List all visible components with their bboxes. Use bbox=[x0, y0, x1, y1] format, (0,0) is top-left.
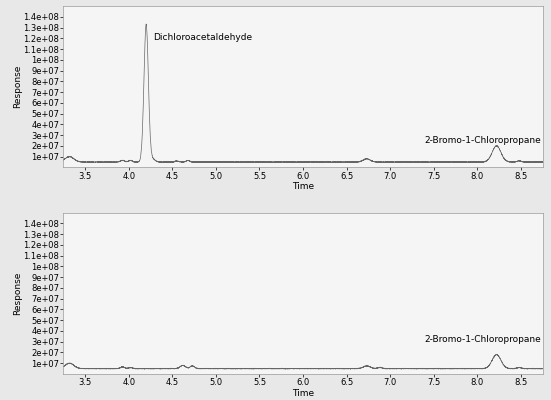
Y-axis label: Response: Response bbox=[13, 272, 22, 315]
Text: 2-Bromo-1-Chloropropane: 2-Bromo-1-Chloropropane bbox=[424, 136, 541, 145]
Text: Dichloroacetaldehyde: Dichloroacetaldehyde bbox=[153, 33, 252, 42]
Y-axis label: Response: Response bbox=[13, 65, 22, 108]
Text: 2-Bromo-1-Chloropropane: 2-Bromo-1-Chloropropane bbox=[424, 335, 541, 344]
X-axis label: Time: Time bbox=[292, 388, 314, 398]
X-axis label: Time: Time bbox=[292, 182, 314, 191]
